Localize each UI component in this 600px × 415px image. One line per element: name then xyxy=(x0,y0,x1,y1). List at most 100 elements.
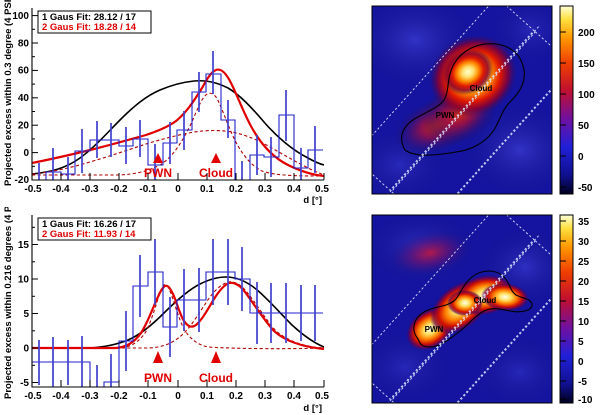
svg-text:15: 15 xyxy=(18,240,30,251)
fit-2gaus-curve-bottom xyxy=(32,281,324,351)
svg-text:0.1: 0.1 xyxy=(200,391,214,402)
map-label-pwn-top: PWN xyxy=(436,111,455,120)
svg-text:-0.5: -0.5 xyxy=(24,184,42,195)
slice-boxes-top xyxy=(372,6,552,194)
legend-line-2gaus-bottom: 2 Gaus Fit: 11.93 / 14 xyxy=(42,229,136,240)
svg-text:-0.1: -0.1 xyxy=(139,184,157,195)
svg-text:0: 0 xyxy=(23,344,29,355)
svg-text:10: 10 xyxy=(578,317,590,328)
panel-bottom-right: Cloud PWN 35 30 25 20 15 10 5 0 -5 -10 xyxy=(360,207,600,415)
component-pwn-curve-top xyxy=(32,129,324,176)
map-bottom-right: Cloud PWN 35 30 25 20 15 10 5 0 -5 -10 xyxy=(371,214,593,406)
legend-top: 1 Gaus Fit: 28.12 / 17 2 Gaus Fit: 18.28… xyxy=(37,10,152,34)
arrow-up-icon xyxy=(211,351,221,363)
slice-boxes-bottom xyxy=(372,215,552,403)
y-ticks-bottom xyxy=(32,226,38,383)
panel-top-left: Projected excess within 0.3 degree (4 PS… xyxy=(0,0,360,207)
x-ticks-top xyxy=(31,173,325,180)
x-axis-title-top: d [°] xyxy=(303,195,322,206)
y-ticks-top xyxy=(32,15,38,181)
svg-text:100: 100 xyxy=(12,11,29,22)
svg-text:-0.4: -0.4 xyxy=(52,391,70,402)
map-label-cloud-top: Cloud xyxy=(470,84,493,93)
contour-line-bottom xyxy=(413,270,533,348)
svg-text:-10: -10 xyxy=(578,395,593,406)
svg-text:0.2: 0.2 xyxy=(229,391,243,402)
annotation-pwn-top: PWN xyxy=(144,153,172,180)
svg-text:-5: -5 xyxy=(20,378,29,389)
svg-text:-0.5: -0.5 xyxy=(24,391,42,402)
contour-line-top xyxy=(401,43,525,156)
svg-text:0: 0 xyxy=(175,391,181,402)
annotation-label-cloud-top: Cloud xyxy=(199,166,233,180)
error-bars-top xyxy=(38,51,316,180)
map-label-cloud-bottom: Cloud xyxy=(474,296,497,305)
arrow-up-icon xyxy=(153,153,163,163)
svg-text:0.4: 0.4 xyxy=(287,184,301,195)
data-series-top xyxy=(32,51,324,180)
x-ticks-bottom xyxy=(31,380,325,387)
svg-text:0.2: 0.2 xyxy=(229,184,243,195)
fit-1gaus-curve-bottom xyxy=(32,276,324,349)
svg-text:20: 20 xyxy=(578,277,590,288)
svg-text:25: 25 xyxy=(578,257,590,268)
svg-text:150: 150 xyxy=(578,59,595,70)
map-image-top: Cloud PWN xyxy=(372,6,552,194)
svg-text:5: 5 xyxy=(578,337,584,348)
map-top-right: Cloud PWN 200 150 100 50 0 -50 xyxy=(371,5,595,195)
svg-text:100: 100 xyxy=(578,90,595,101)
svg-text:0: 0 xyxy=(175,184,181,195)
svg-text:0.5: 0.5 xyxy=(315,184,329,195)
svg-text:50: 50 xyxy=(578,121,590,132)
colorbar-top: 200 150 100 50 0 -50 xyxy=(559,5,595,195)
svg-text:0.3: 0.3 xyxy=(258,184,272,195)
svg-text:-5: -5 xyxy=(578,377,587,388)
plot-top-left: Projected excess within 0.3 degree (4 PS… xyxy=(3,0,329,206)
colorbar-bottom: 35 30 25 20 15 10 5 0 -5 -10 xyxy=(559,214,593,406)
map-label-pwn-bottom: PWN xyxy=(425,325,444,334)
legend-line-1gaus-top: 1 Gaus Fit: 28.12 / 17 xyxy=(42,12,136,23)
svg-text:10: 10 xyxy=(18,275,30,286)
svg-text:60: 60 xyxy=(18,66,30,77)
y-axis-title-bottom: Projected excess within 0.216 degrees (4… xyxy=(3,207,14,399)
svg-text:40: 40 xyxy=(18,93,30,104)
annotation-label-cloud-bottom: Cloud xyxy=(199,371,233,385)
svg-text:80: 80 xyxy=(18,39,30,50)
x-tick-labels-top: -0.5 -0.4 -0.3 -0.2 -0.1 0 0.1 0.2 0.3 0… xyxy=(24,184,329,195)
plot-area-top: PWN Cloud xyxy=(12,8,329,206)
y-axis-title-top: Projected excess within 0.3 degree (4 PS… xyxy=(3,0,14,186)
svg-text:0: 0 xyxy=(578,152,584,163)
arrow-up-icon xyxy=(211,153,221,163)
svg-text:-0.2: -0.2 xyxy=(110,184,128,195)
svg-text:-0.4: -0.4 xyxy=(52,184,70,195)
x-tick-labels-bottom: -0.5 -0.4 -0.3 -0.2 -0.1 0 0.1 0.2 0.3 0… xyxy=(24,391,329,402)
svg-text:5: 5 xyxy=(23,309,29,320)
data-series-bottom xyxy=(32,239,324,387)
colorbar-tick-labels-top: 200 150 100 50 0 -50 xyxy=(578,28,595,194)
svg-text:-0.1: -0.1 xyxy=(139,391,157,402)
histogram-steps-top xyxy=(45,73,323,180)
svg-text:0.4: 0.4 xyxy=(287,391,301,402)
svg-text:15: 15 xyxy=(578,297,590,308)
map-image-bottom: Cloud PWN xyxy=(372,215,552,403)
svg-text:0: 0 xyxy=(578,357,584,368)
plot-bottom-left: Projected excess within 0.216 degrees (4… xyxy=(3,207,329,414)
panel-bottom-left: Projected excess within 0.216 degrees (4… xyxy=(0,207,360,415)
annotation-label-pwn-top: PWN xyxy=(144,166,172,180)
svg-text:-50: -50 xyxy=(578,183,593,194)
svg-text:-0.3: -0.3 xyxy=(81,184,99,195)
svg-text:-0.2: -0.2 xyxy=(110,391,128,402)
component-cloud-curve-top xyxy=(32,92,324,177)
legend-line-2gaus-top: 2 Gaus Fit: 18.28 / 14 xyxy=(42,22,137,33)
svg-text:0.1: 0.1 xyxy=(200,184,214,195)
x-axis-title-bottom: d [°] xyxy=(303,403,322,414)
svg-text:20: 20 xyxy=(18,121,30,132)
annotation-pwn-bottom: PWN xyxy=(144,351,172,385)
svg-text:-0.3: -0.3 xyxy=(81,391,99,402)
svg-text:200: 200 xyxy=(578,28,595,39)
svg-text:0.5: 0.5 xyxy=(315,391,329,402)
y-tick-labels-top: -20 0 20 40 60 80 100 xyxy=(12,11,29,186)
arrow-up-icon xyxy=(153,351,163,363)
error-bars-bottom xyxy=(38,239,316,387)
svg-text:30: 30 xyxy=(578,237,590,248)
